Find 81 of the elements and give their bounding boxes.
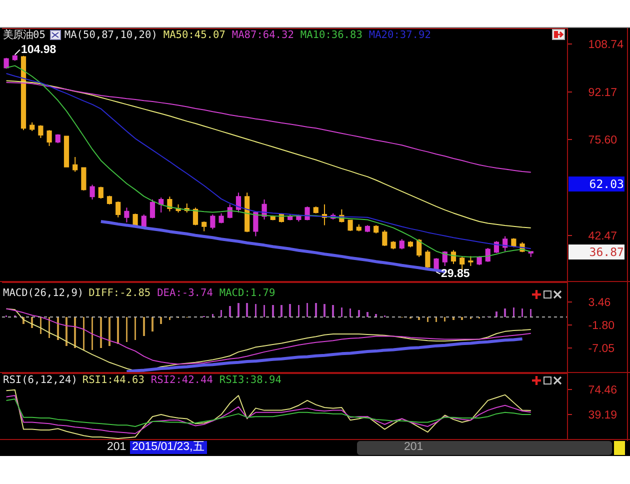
- line-series: [125, 337, 524, 372]
- candlestick: [30, 122, 35, 132]
- candlestick: [81, 167, 86, 192]
- candlestick: [399, 238, 404, 250]
- candlestick: [442, 250, 448, 266]
- legend-title: MA(50,87,10,20): [64, 29, 158, 41]
- candlestick: [236, 192, 242, 214]
- text: 201: [107, 441, 126, 454]
- text: MA87:64.32: [232, 29, 294, 41]
- candlestick: [116, 201, 121, 218]
- annotation: 104.98: [21, 44, 57, 56]
- candlestick: [356, 224, 362, 232]
- text: RSI1:44.63: [82, 374, 144, 386]
- text: 62.03: [589, 177, 624, 191]
- text: MA50:45.07: [163, 29, 226, 41]
- text: DIFF:-2.85: [88, 287, 151, 299]
- candlestick: [476, 256, 482, 266]
- candlestick: [408, 240, 414, 248]
- candlestick: [38, 124, 44, 138]
- line-series: [6, 398, 532, 427]
- candlestick: [382, 230, 388, 247]
- line-series: [6, 389, 532, 439]
- text: MA10:36.83: [300, 29, 362, 41]
- candlestick: [218, 212, 224, 224]
- candlestick: [425, 250, 430, 268]
- line-series: [6, 80, 532, 228]
- candlestick: [72, 156, 78, 172]
- candlestick: [416, 238, 422, 258]
- text: MA20:37.92: [368, 29, 431, 41]
- candlestick: [98, 186, 104, 200]
- candlestick: [348, 219, 353, 232]
- y-tick-label: -7.05: [588, 342, 615, 355]
- candlestick: [158, 196, 164, 214]
- candlestick: [253, 210, 258, 237]
- candlestick: [64, 135, 70, 168]
- chart-title: RSI(6,12,24): [3, 374, 78, 386]
- candlestick: [12, 54, 18, 62]
- y-tick-label: 92.17: [588, 86, 618, 99]
- y-tick-label: 75.60: [588, 134, 618, 147]
- candlestick: [124, 207, 130, 223]
- y-tick-label: -1.80: [588, 320, 615, 332]
- candlestick: [511, 238, 516, 248]
- candlestick: [55, 134, 60, 144]
- chart-title: MACD(26,12,9): [3, 287, 84, 299]
- candlestick: [485, 248, 490, 262]
- candlestick: [364, 224, 370, 233]
- text: DEA:-3.74: [157, 287, 213, 299]
- text: 201: [404, 441, 424, 454]
- candlestick: [502, 236, 508, 252]
- candlestick: [468, 256, 474, 266]
- candlestick: [304, 206, 310, 221]
- candlestick: [141, 214, 146, 228]
- y-tick-label: 3.46: [588, 296, 611, 309]
- candlestick: [374, 224, 379, 234]
- y-tick-label: 74.46: [588, 384, 618, 397]
- candlestick: [167, 196, 172, 212]
- candlestick: [390, 240, 396, 250]
- candlestick: [313, 206, 318, 214]
- text: 2015/01/23,五: [130, 441, 207, 454]
- candlestick: [90, 184, 95, 200]
- candlestick: [202, 220, 207, 232]
- line-series: [6, 82, 532, 173]
- candlestick: [450, 250, 456, 264]
- text: 36.87: [589, 245, 624, 259]
- line-series: [6, 395, 532, 434]
- series-label: MACD:1.79: [219, 287, 276, 299]
- candlestick: [150, 199, 156, 219]
- annotation: 29.85: [441, 268, 470, 280]
- candlestick: [244, 192, 250, 233]
- text: RSI2:42.44: [150, 374, 213, 386]
- y-tick-label: 39.19: [588, 409, 618, 422]
- candlestick: [106, 195, 112, 205]
- y-tick-label: 42.47: [588, 230, 618, 242]
- candlestick: [210, 214, 216, 230]
- candlestick: [192, 207, 198, 226]
- candlestick: [20, 55, 26, 131]
- candlestick: [46, 130, 52, 147]
- y-tick-label: 108.74: [588, 38, 624, 51]
- chart-title: 美原油05: [3, 29, 46, 41]
- candlestick: [227, 204, 232, 219]
- text: RSI3:38.94: [219, 374, 282, 386]
